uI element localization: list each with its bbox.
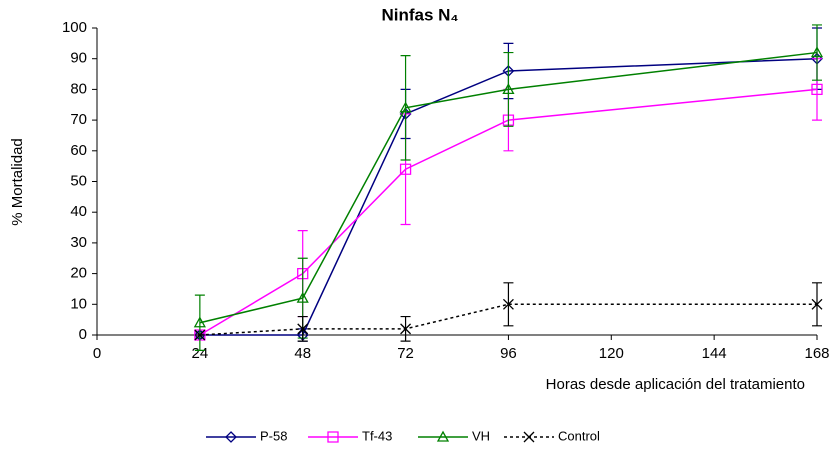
marker [297,323,309,335]
y-tick-label: 20 [70,265,87,282]
y-tick-label: 30 [70,234,87,251]
x-tick-label: 144 [702,345,727,362]
y-tick-label: 90 [70,50,87,67]
y-tick-label: 10 [70,295,87,312]
x-axis-label: Horas desde aplicación del tratamiento [546,376,805,393]
legend-marker [523,431,535,443]
marker [297,267,309,280]
x-tick-label: 168 [804,345,829,362]
x-tick-label: 0 [93,345,101,362]
legend-marker [327,431,339,443]
error-bar [194,294,205,351]
y-tick-label: 40 [70,203,87,220]
y-tick-label: 60 [70,142,87,159]
legend-label: Tf-43 [362,428,392,443]
legend-marker [225,431,237,443]
x-tick-label: 120 [599,345,624,362]
x-tick-label: 48 [294,345,311,362]
marker [502,83,515,95]
y-tick-label: 70 [70,111,87,128]
legend-label: Control [558,428,600,443]
x-tick-label: 96 [500,345,517,362]
marker [810,46,824,58]
marker [399,101,412,113]
y-tick-label: 0 [79,326,87,343]
y-axis-label: % Mortalidad [9,138,26,226]
x-tick-label: 24 [192,345,209,362]
legend-marker [436,430,450,442]
marker [502,114,515,126]
y-tick-label: 80 [70,80,87,97]
series-line [199,88,818,336]
legend-label: P-58 [260,428,287,443]
y-tick-label: 100 [62,19,87,36]
legend-label: VH [472,428,490,443]
marker [296,291,309,303]
marker [399,163,412,175]
marker [194,329,206,341]
chart-title: Ninfas N₄ [381,5,458,24]
marker [502,298,514,310]
marker [193,316,206,328]
x-tick-label: 72 [397,345,414,362]
y-tick-label: 50 [70,172,87,189]
series-line [199,51,818,324]
marker [811,83,823,96]
marker [400,323,412,335]
marker [811,298,823,310]
